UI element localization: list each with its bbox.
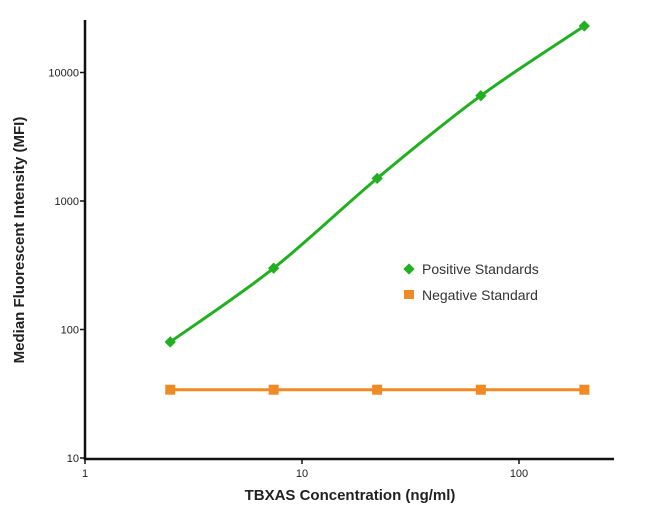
y-tick-label: 10 <box>67 453 79 465</box>
data-point <box>268 384 279 395</box>
y-tick-label: 100 <box>61 325 79 337</box>
y-tick-label: 1000 <box>55 196 79 208</box>
data-point <box>267 262 280 274</box>
x-axis-label: TBXAS Concentration (ng/ml) <box>245 487 456 504</box>
x-tick-label: 10 <box>296 468 308 480</box>
legend-marker-positive <box>403 263 415 275</box>
data-point <box>372 384 383 395</box>
data-point <box>475 384 486 395</box>
x-tick-label: 100 <box>510 468 528 480</box>
data-point <box>164 336 176 348</box>
y-axis-label: Median Fluorescent Intensity (MFI) <box>11 117 28 364</box>
data-point <box>165 384 176 395</box>
legend-marker-negative <box>404 290 414 299</box>
x-tick-label: 1 <box>82 468 88 480</box>
data-point <box>371 172 383 185</box>
y-tick-label: 10000 <box>48 68 79 80</box>
legend: Positive Standards Negative Standard <box>403 261 539 303</box>
data-point <box>579 384 590 395</box>
legend-label-positive: Positive Standards <box>422 261 539 277</box>
legend-label-negative: Negative Standard <box>422 287 538 303</box>
